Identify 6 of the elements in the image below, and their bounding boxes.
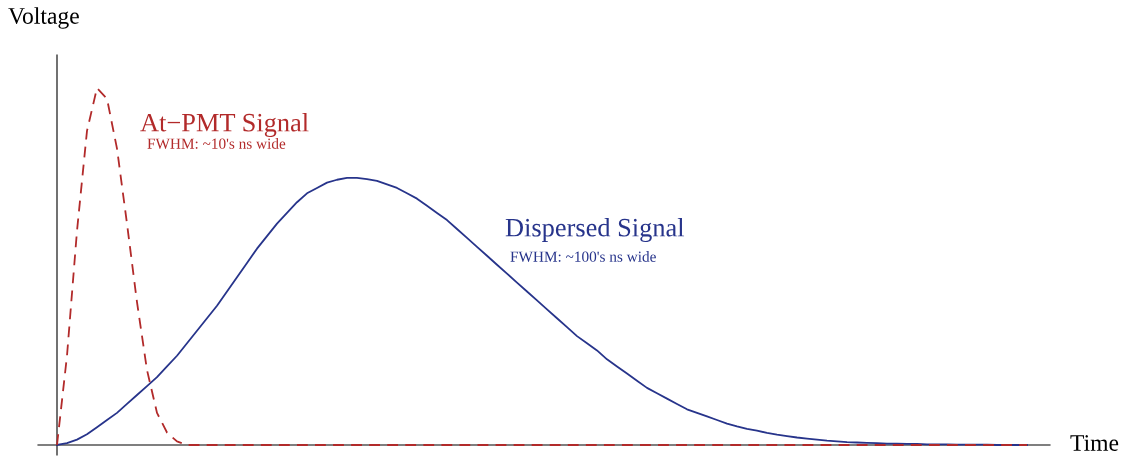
y-axis-title: Voltage xyxy=(8,7,79,29)
annotation: FWHM: ~100's ns wide xyxy=(510,251,656,262)
annotation: FWHM: ~10's ns wide xyxy=(147,138,286,149)
series-label: Dispersed Signal xyxy=(505,218,685,242)
series-label: At−PMT Signal xyxy=(140,113,309,137)
x-axis-title: Time xyxy=(1070,435,1119,451)
